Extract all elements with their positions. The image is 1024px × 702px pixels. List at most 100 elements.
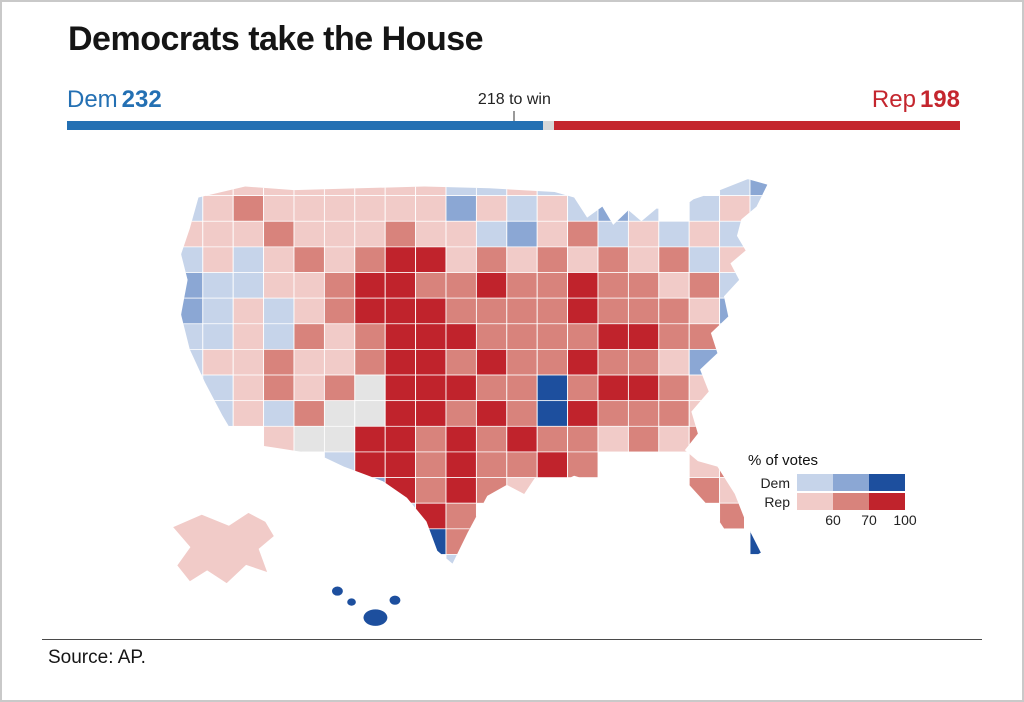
- alaska-shape: [171, 511, 276, 585]
- district-cell: [658, 374, 690, 402]
- district-cell: [567, 400, 599, 427]
- district-cell: [506, 179, 538, 196]
- district-cell: [181, 220, 204, 248]
- us-house-map: [142, 170, 902, 626]
- legend-row-rep: Rep: [748, 493, 905, 510]
- district-cell: [263, 297, 295, 325]
- district-cell: [567, 451, 599, 478]
- legend-tick-label: 60: [825, 512, 841, 528]
- district-cell: [181, 272, 204, 299]
- district-cell: [202, 179, 234, 196]
- district-cell: [658, 220, 690, 248]
- district-cell: [627, 272, 660, 299]
- district-cell: [749, 195, 768, 222]
- district-cell: [567, 272, 599, 299]
- district-cell: [780, 298, 810, 324]
- district-cell: [719, 195, 751, 222]
- district-cell: [749, 272, 768, 299]
- dem-seat-number: 232: [121, 86, 162, 113]
- district-cell: [597, 195, 629, 222]
- district-cell: [142, 221, 172, 247]
- district-cell: [415, 502, 447, 530]
- district-cell: [719, 374, 751, 402]
- district-cell: [293, 400, 325, 427]
- district-cell: [232, 323, 265, 350]
- district-cell: [841, 221, 871, 247]
- legend-row-dem: Dem: [748, 474, 905, 491]
- district-cell: [780, 273, 810, 299]
- district-cell: [181, 374, 204, 402]
- district-cell: [202, 195, 234, 222]
- district-cell: [567, 349, 599, 376]
- district-cell: [506, 349, 538, 376]
- district-cell: [323, 179, 356, 196]
- district-cell: [384, 349, 417, 376]
- district-cell: [719, 272, 751, 299]
- district-cell: [445, 502, 477, 530]
- district-cell: [567, 374, 599, 402]
- district-cell: [293, 374, 325, 402]
- district-cell: [506, 195, 538, 222]
- district-cell: [719, 246, 751, 273]
- district-cell: [475, 272, 508, 299]
- district-cell: [142, 324, 172, 350]
- footer-divider: [42, 639, 982, 640]
- district-cell: [415, 425, 447, 453]
- page-title: Democrats take the House: [68, 20, 484, 58]
- district-cell: [202, 297, 234, 325]
- district-cell: [780, 247, 810, 273]
- district-cell: [232, 220, 265, 248]
- threshold-label: 218 to win: [477, 91, 551, 108]
- district-cell: [597, 425, 629, 453]
- district-cell: [445, 400, 477, 427]
- district-cell: [415, 528, 447, 555]
- legend-swatch: [833, 474, 869, 491]
- legend-tick-label: 70: [861, 512, 877, 528]
- district-cell: [475, 179, 508, 196]
- district-cell: [142, 273, 172, 299]
- legend-rows: Dem Rep: [748, 474, 905, 510]
- district-cell: [627, 220, 660, 248]
- district-cell: [415, 179, 447, 196]
- district-cell: [415, 374, 447, 402]
- district-cell: [354, 272, 386, 299]
- district-cell: [445, 297, 477, 325]
- district-cell: [232, 400, 265, 427]
- district-cell: [536, 195, 569, 222]
- district-cell: [323, 425, 356, 453]
- district-cell: [384, 272, 417, 299]
- district-cell: [263, 400, 295, 427]
- district-cell: [688, 349, 721, 376]
- district-cell: [415, 297, 447, 325]
- district-cell: [719, 323, 751, 350]
- district-cell: [749, 220, 768, 248]
- rep-seat-count: Rep 198: [872, 86, 960, 114]
- district-cell: [536, 425, 569, 453]
- district-cell: [232, 349, 265, 376]
- district-cell: [872, 196, 902, 222]
- district-cell: [688, 425, 721, 453]
- district-cell: [415, 323, 447, 350]
- district-cell: [567, 220, 599, 248]
- district-cell: [719, 400, 751, 427]
- district-cell: [811, 221, 841, 247]
- district-cell: [506, 400, 538, 427]
- district-cell: [181, 179, 204, 196]
- district-cell: [384, 246, 417, 273]
- rep-party-name: Rep: [871, 86, 916, 113]
- district-cell: [263, 349, 295, 376]
- district-cell: [811, 170, 841, 196]
- district-cell: [323, 220, 356, 248]
- seat-bar-zone: Dem 232 218 to win Rep 198: [67, 86, 960, 134]
- district-cell: [354, 323, 386, 350]
- district-cell: [597, 400, 629, 427]
- rep-seat-number: 198: [919, 86, 960, 113]
- district-cell: [384, 425, 417, 453]
- district-cell: [354, 374, 386, 402]
- district-cell: [293, 195, 325, 222]
- legend-scale-ticks: 60 70 100: [797, 512, 916, 528]
- district-cell: [293, 272, 325, 299]
- district-cell: [658, 272, 690, 299]
- district-cell: [232, 297, 265, 325]
- district-cell: [354, 246, 386, 273]
